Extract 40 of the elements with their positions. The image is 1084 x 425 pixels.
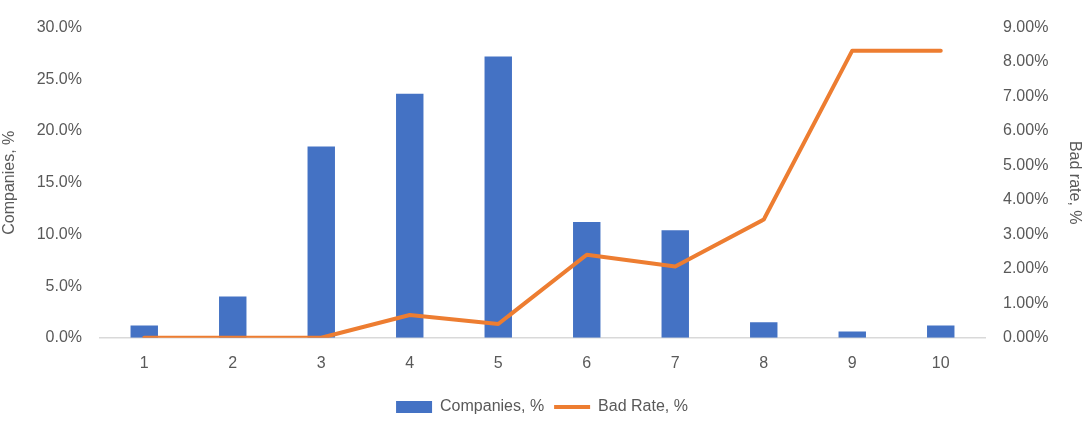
x-tick-label: 10 bbox=[931, 353, 950, 371]
bar bbox=[396, 93, 424, 338]
y2-tick-label: 8.00% bbox=[1003, 52, 1049, 70]
y2-tick-label: 2.00% bbox=[1003, 259, 1049, 277]
x-tick-label: 4 bbox=[405, 353, 415, 371]
y2-tick-label: 1.00% bbox=[1003, 293, 1049, 311]
x-tick-label: 9 bbox=[847, 353, 857, 371]
bar bbox=[750, 322, 778, 338]
y-tick-label: 15.0% bbox=[36, 173, 82, 191]
y2-tick-label: 3.00% bbox=[1003, 224, 1049, 242]
legend-label: Bad Rate, % bbox=[598, 397, 688, 415]
y-tick-label: 10.0% bbox=[36, 224, 82, 242]
y-axis-title: Companies, % bbox=[0, 130, 18, 235]
x-tick-label: 3 bbox=[316, 353, 326, 371]
y-tick-label: 20.0% bbox=[36, 121, 82, 139]
bar bbox=[927, 325, 955, 338]
y2-tick-label: 5.00% bbox=[1003, 155, 1049, 173]
bar bbox=[130, 325, 158, 338]
x-tick-label: 5 bbox=[493, 353, 503, 371]
bar bbox=[573, 221, 601, 338]
bar bbox=[661, 230, 689, 338]
y2-axis-title: Bad rate, % bbox=[1066, 140, 1084, 225]
bar bbox=[219, 296, 247, 338]
legend-label: Companies, % bbox=[440, 397, 545, 415]
y-tick-label: 0.0% bbox=[45, 328, 82, 346]
y2-tick-label: 9.00% bbox=[1003, 18, 1049, 36]
x-tick-label: 2 bbox=[228, 353, 238, 371]
y2-tick-label: 0.00% bbox=[1003, 328, 1049, 346]
bar bbox=[484, 56, 512, 338]
y-tick-label: 25.0% bbox=[36, 69, 82, 87]
y-tick-label: 5.0% bbox=[45, 276, 82, 294]
x-tick-label: 7 bbox=[670, 353, 680, 371]
y2-tick-label: 7.00% bbox=[1003, 86, 1049, 104]
x-tick-label: 1 bbox=[139, 353, 149, 371]
bar bbox=[307, 146, 335, 338]
y-tick-label: 30.0% bbox=[36, 18, 82, 36]
x-tick-label: 6 bbox=[582, 353, 592, 371]
x-tick-label: 8 bbox=[759, 353, 769, 371]
y2-tick-label: 4.00% bbox=[1003, 190, 1049, 208]
y2-tick-label: 6.00% bbox=[1003, 121, 1049, 139]
